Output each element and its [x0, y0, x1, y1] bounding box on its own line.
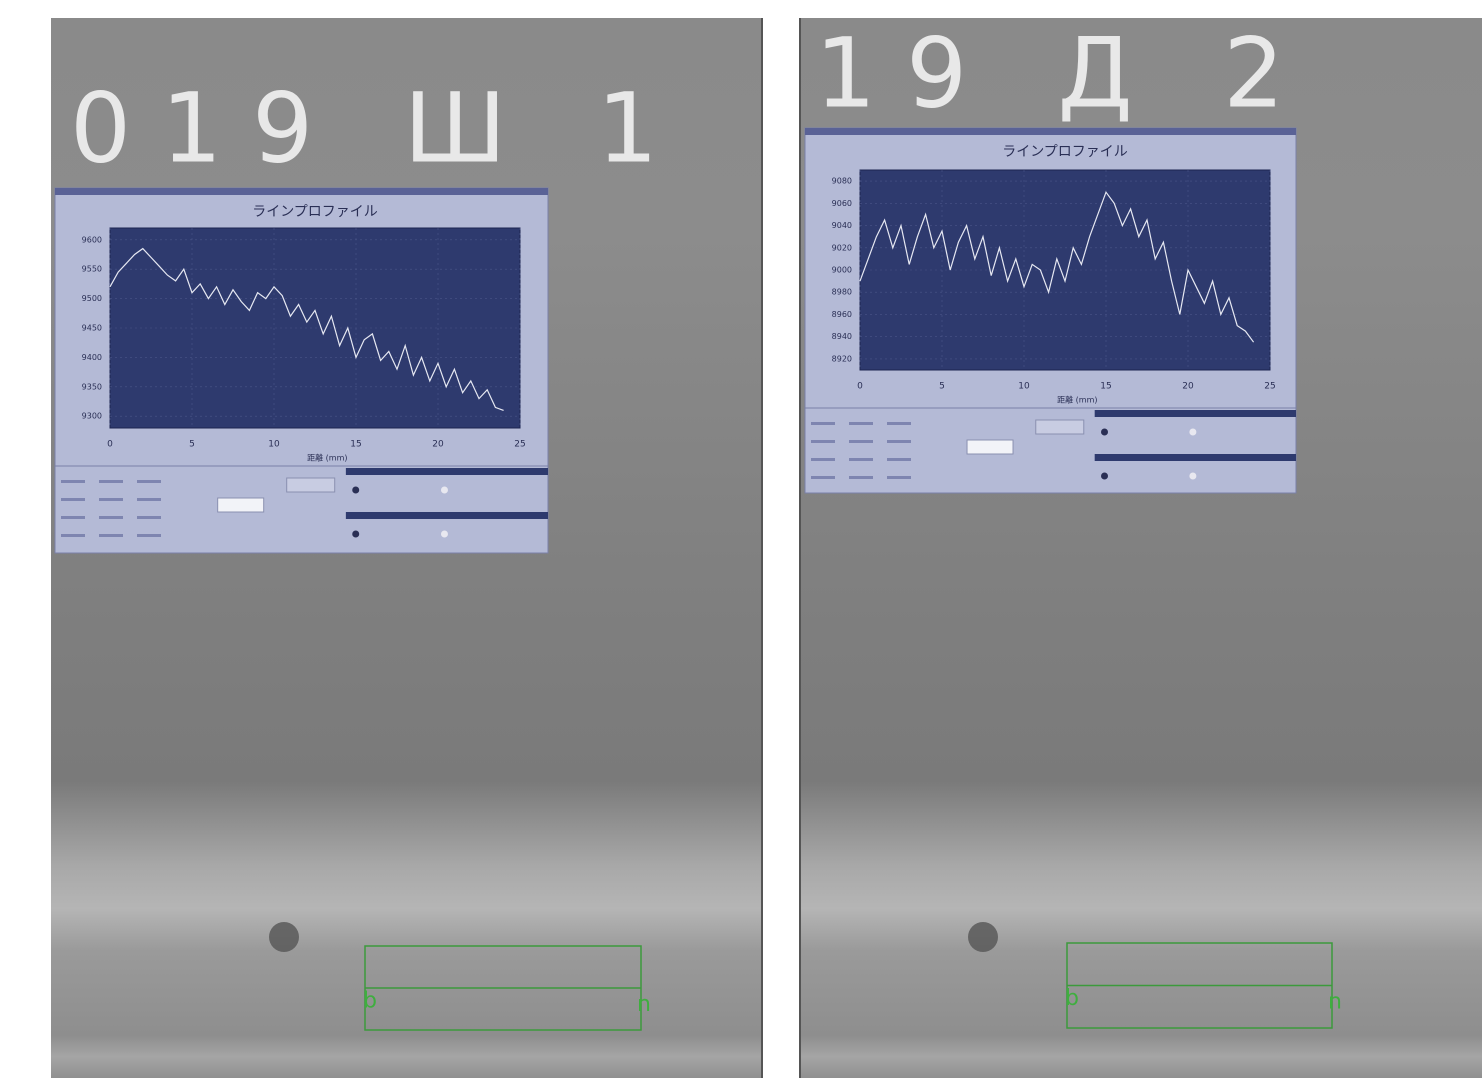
option-header [345, 512, 548, 519]
x-tick-label: 15 [350, 440, 361, 450]
film-stamp: 19 Д 2 [815, 17, 1314, 129]
y-tick-label: 9300 [82, 412, 102, 421]
x-tick-label: 25 [1264, 382, 1275, 392]
marker-label: b [363, 988, 377, 1013]
y-tick-label: 9500 [82, 294, 102, 303]
chart-title: ラインプロファイル [1002, 144, 1128, 160]
readout-placeholder [61, 498, 85, 501]
readout-placeholder [99, 516, 123, 519]
y-tick-label: 9060 [832, 199, 852, 208]
readout-placeholder [811, 458, 835, 461]
window-titlebar [805, 128, 1296, 135]
readout-placeholder [811, 440, 835, 443]
readout-placeholder [137, 480, 161, 483]
marker-label: n [1328, 990, 1342, 1015]
button [286, 477, 336, 493]
readout-placeholder [137, 534, 161, 537]
y-tick-label: 9450 [82, 324, 102, 333]
radio [1189, 472, 1197, 480]
option-header [1094, 454, 1296, 461]
readout-placeholder [99, 498, 123, 501]
readout-placeholder [61, 516, 85, 519]
readout-placeholder [849, 440, 873, 443]
defect-spot [269, 922, 299, 952]
radio [352, 486, 360, 494]
profile-line [859, 190, 1255, 343]
readout-placeholder [99, 480, 123, 483]
y-tick-label: 9400 [82, 353, 102, 362]
readout-placeholder [849, 422, 873, 425]
y-tick-label: 8960 [832, 310, 852, 319]
y-tick-label: 8940 [832, 332, 852, 341]
radio [1101, 472, 1109, 480]
readout-placeholder [61, 534, 85, 537]
readout-placeholder [137, 498, 161, 501]
readout-placeholder [811, 476, 835, 479]
x-tick-label: 5 [189, 440, 195, 450]
y-tick-label: 8920 [832, 354, 852, 363]
y-tick-label: 8980 [832, 288, 852, 297]
y-tick-label: 9600 [82, 235, 102, 244]
x-tick-label: 5 [939, 382, 945, 392]
radio [352, 530, 360, 538]
y-tick-label: 9080 [832, 177, 852, 186]
y-tick-label: 9350 [82, 382, 102, 391]
radio [1101, 428, 1109, 436]
radio [1189, 428, 1197, 436]
readout-placeholder [137, 516, 161, 519]
x-tick-label: 0 [857, 382, 863, 392]
x-axis-label: 距離 (mm) [1057, 395, 1097, 405]
option-header [1094, 410, 1296, 417]
option-header [345, 468, 548, 475]
readout-placeholder [887, 422, 911, 425]
x-tick-label: 10 [1018, 382, 1030, 392]
input-box [966, 439, 1014, 455]
x-tick-label: 0 [107, 440, 113, 450]
readout-placeholder [811, 422, 835, 425]
y-tick-label: 9040 [832, 221, 852, 230]
readout-placeholder [887, 458, 911, 461]
readout-placeholder [61, 480, 85, 483]
defect-spot [968, 922, 998, 952]
x-axis-label: 距離 (mm) [307, 453, 347, 463]
readout-placeholder [99, 534, 123, 537]
x-tick-label: 25 [514, 440, 525, 450]
y-tick-label: 9020 [832, 243, 852, 252]
x-tick-label: 20 [1182, 382, 1194, 392]
profile-line [109, 247, 504, 411]
window-titlebar [55, 188, 548, 195]
readout-placeholder [887, 476, 911, 479]
chart-title: ラインプロファイル [252, 204, 378, 220]
y-tick-label: 9550 [82, 265, 102, 274]
x-tick-label: 20 [432, 440, 444, 450]
marker-label: b [1065, 986, 1079, 1011]
button [1035, 419, 1085, 435]
marker-label: n [637, 992, 651, 1017]
readout-placeholder [849, 458, 873, 461]
radio [440, 486, 448, 494]
readout-placeholder [849, 476, 873, 479]
y-tick-label: 9000 [832, 266, 852, 275]
input-box [217, 497, 265, 513]
film-stamp: 019 Ш 1 [70, 72, 688, 184]
readout-placeholder [887, 440, 911, 443]
x-tick-label: 15 [1100, 382, 1111, 392]
radio [440, 530, 448, 538]
x-tick-label: 10 [268, 440, 280, 450]
